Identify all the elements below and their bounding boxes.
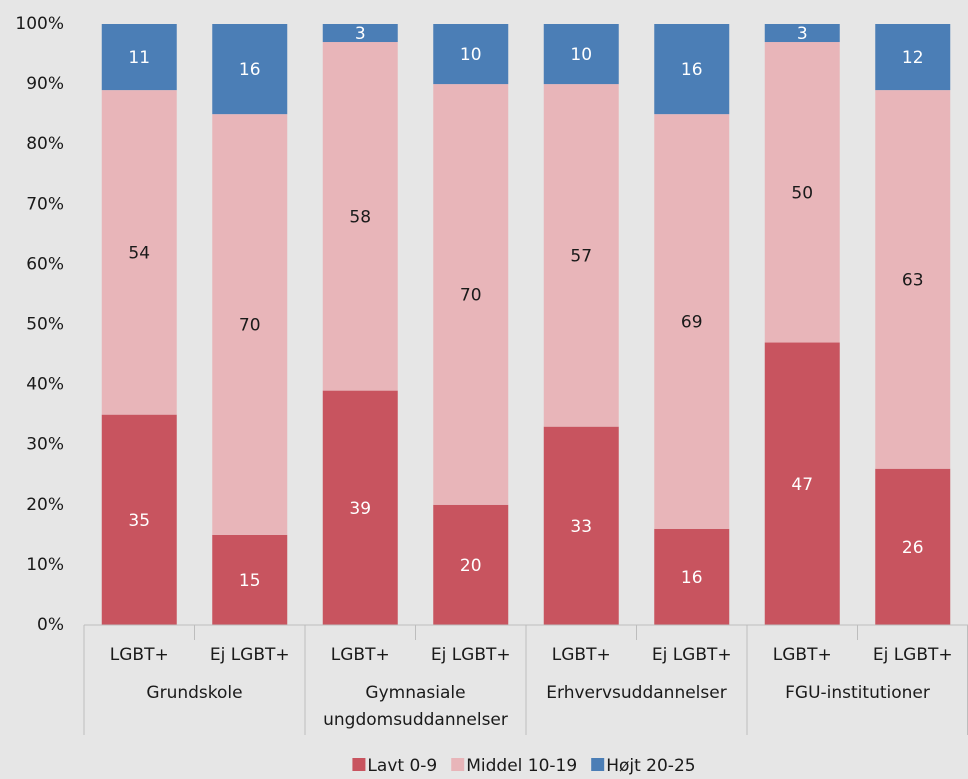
legend-label: Lavt 0-9 [367,756,437,775]
data-label: 69 [681,312,703,332]
bar-segment [322,24,398,43]
data-label: 39 [349,499,371,519]
group-label: Gymnasiale ungdomsuddannelser [323,683,508,730]
group-label: Grundskole [146,683,242,703]
bar-segment [764,342,840,625]
legend-swatch [352,758,366,771]
x-tick-label: Ej LGBT+ [431,645,511,665]
bar-segment [433,504,509,625]
bar-segment [764,24,840,43]
legend-swatch [591,758,605,771]
y-tick-label: 0% [37,615,64,635]
data-label: 16 [681,568,703,588]
bar-segment [875,24,951,91]
y-tick-label: 60% [26,254,64,274]
x-tick-label: LGBT+ [773,645,832,665]
group-label: FGU-institutioner [785,683,930,703]
data-label: 20 [460,556,482,576]
y-tick-label: 100% [15,14,64,34]
data-label: 11 [128,48,150,68]
x-tick-label: Ej LGBT+ [210,645,290,665]
bar-segment [433,24,509,85]
bar-segment [433,84,509,505]
bar-segment [543,24,619,85]
y-tick-label: 40% [26,375,64,395]
bar-segment [764,42,840,343]
bar-segment [543,84,619,427]
data-label: 33 [570,517,592,537]
data-label: 58 [349,207,371,227]
data-label: 15 [239,571,261,591]
data-label: 26 [902,538,924,558]
bar-segment [212,534,288,625]
bar-segment [875,90,951,469]
bar-segment [543,426,619,625]
data-label: 70 [460,285,482,305]
bar-segment [322,42,398,391]
x-tick-label: Ej LGBT+ [873,645,953,665]
data-label: 57 [570,246,592,266]
legend-label: Højt 20-25 [606,756,695,775]
bar-segment [212,114,288,535]
data-label: 10 [570,45,592,65]
data-label: 3 [355,24,366,44]
data-label: 47 [791,475,813,495]
bar-segment [322,390,398,625]
y-tick-label: 70% [26,194,64,214]
plot-area [101,24,951,625]
y-tick-label: 30% [26,435,64,455]
data-label: 70 [239,316,261,336]
bar-segment [875,468,951,625]
data-label: 16 [681,60,703,80]
x-tick-label: LGBT+ [552,645,611,665]
bar-segment [654,24,730,115]
x-tick-label: Ej LGBT+ [652,645,732,665]
data-label: 10 [460,45,482,65]
data-label: 16 [239,60,261,80]
data-label: 35 [128,511,150,531]
data-label: 63 [902,270,924,290]
data-label: 54 [128,243,150,263]
group-label: Erhvervsuddannelser [546,683,726,703]
bar-segment [654,528,730,625]
bar-segment [101,414,177,625]
y-tick-label: 90% [26,74,64,94]
y-tick-label: 80% [26,134,64,154]
legend-swatch [451,758,465,771]
bar-segment [654,114,730,529]
legend: Lavt 0-9 Middel 10-19 Højt 20-25 [352,756,696,776]
data-label: 50 [791,183,813,203]
y-tick-label: 20% [26,495,64,515]
y-tick-label: 50% [26,315,64,335]
x-tick-label: LGBT+ [331,645,390,665]
y-tick-label: 10% [26,555,64,575]
bar-segment [101,90,177,415]
bar-segment [212,24,288,115]
data-label: 3 [797,24,808,44]
legend-label: Middel 10-19 [466,756,577,775]
bar-segment [101,24,177,91]
data-label: 12 [902,48,924,68]
x-tick-label: LGBT+ [110,645,169,665]
